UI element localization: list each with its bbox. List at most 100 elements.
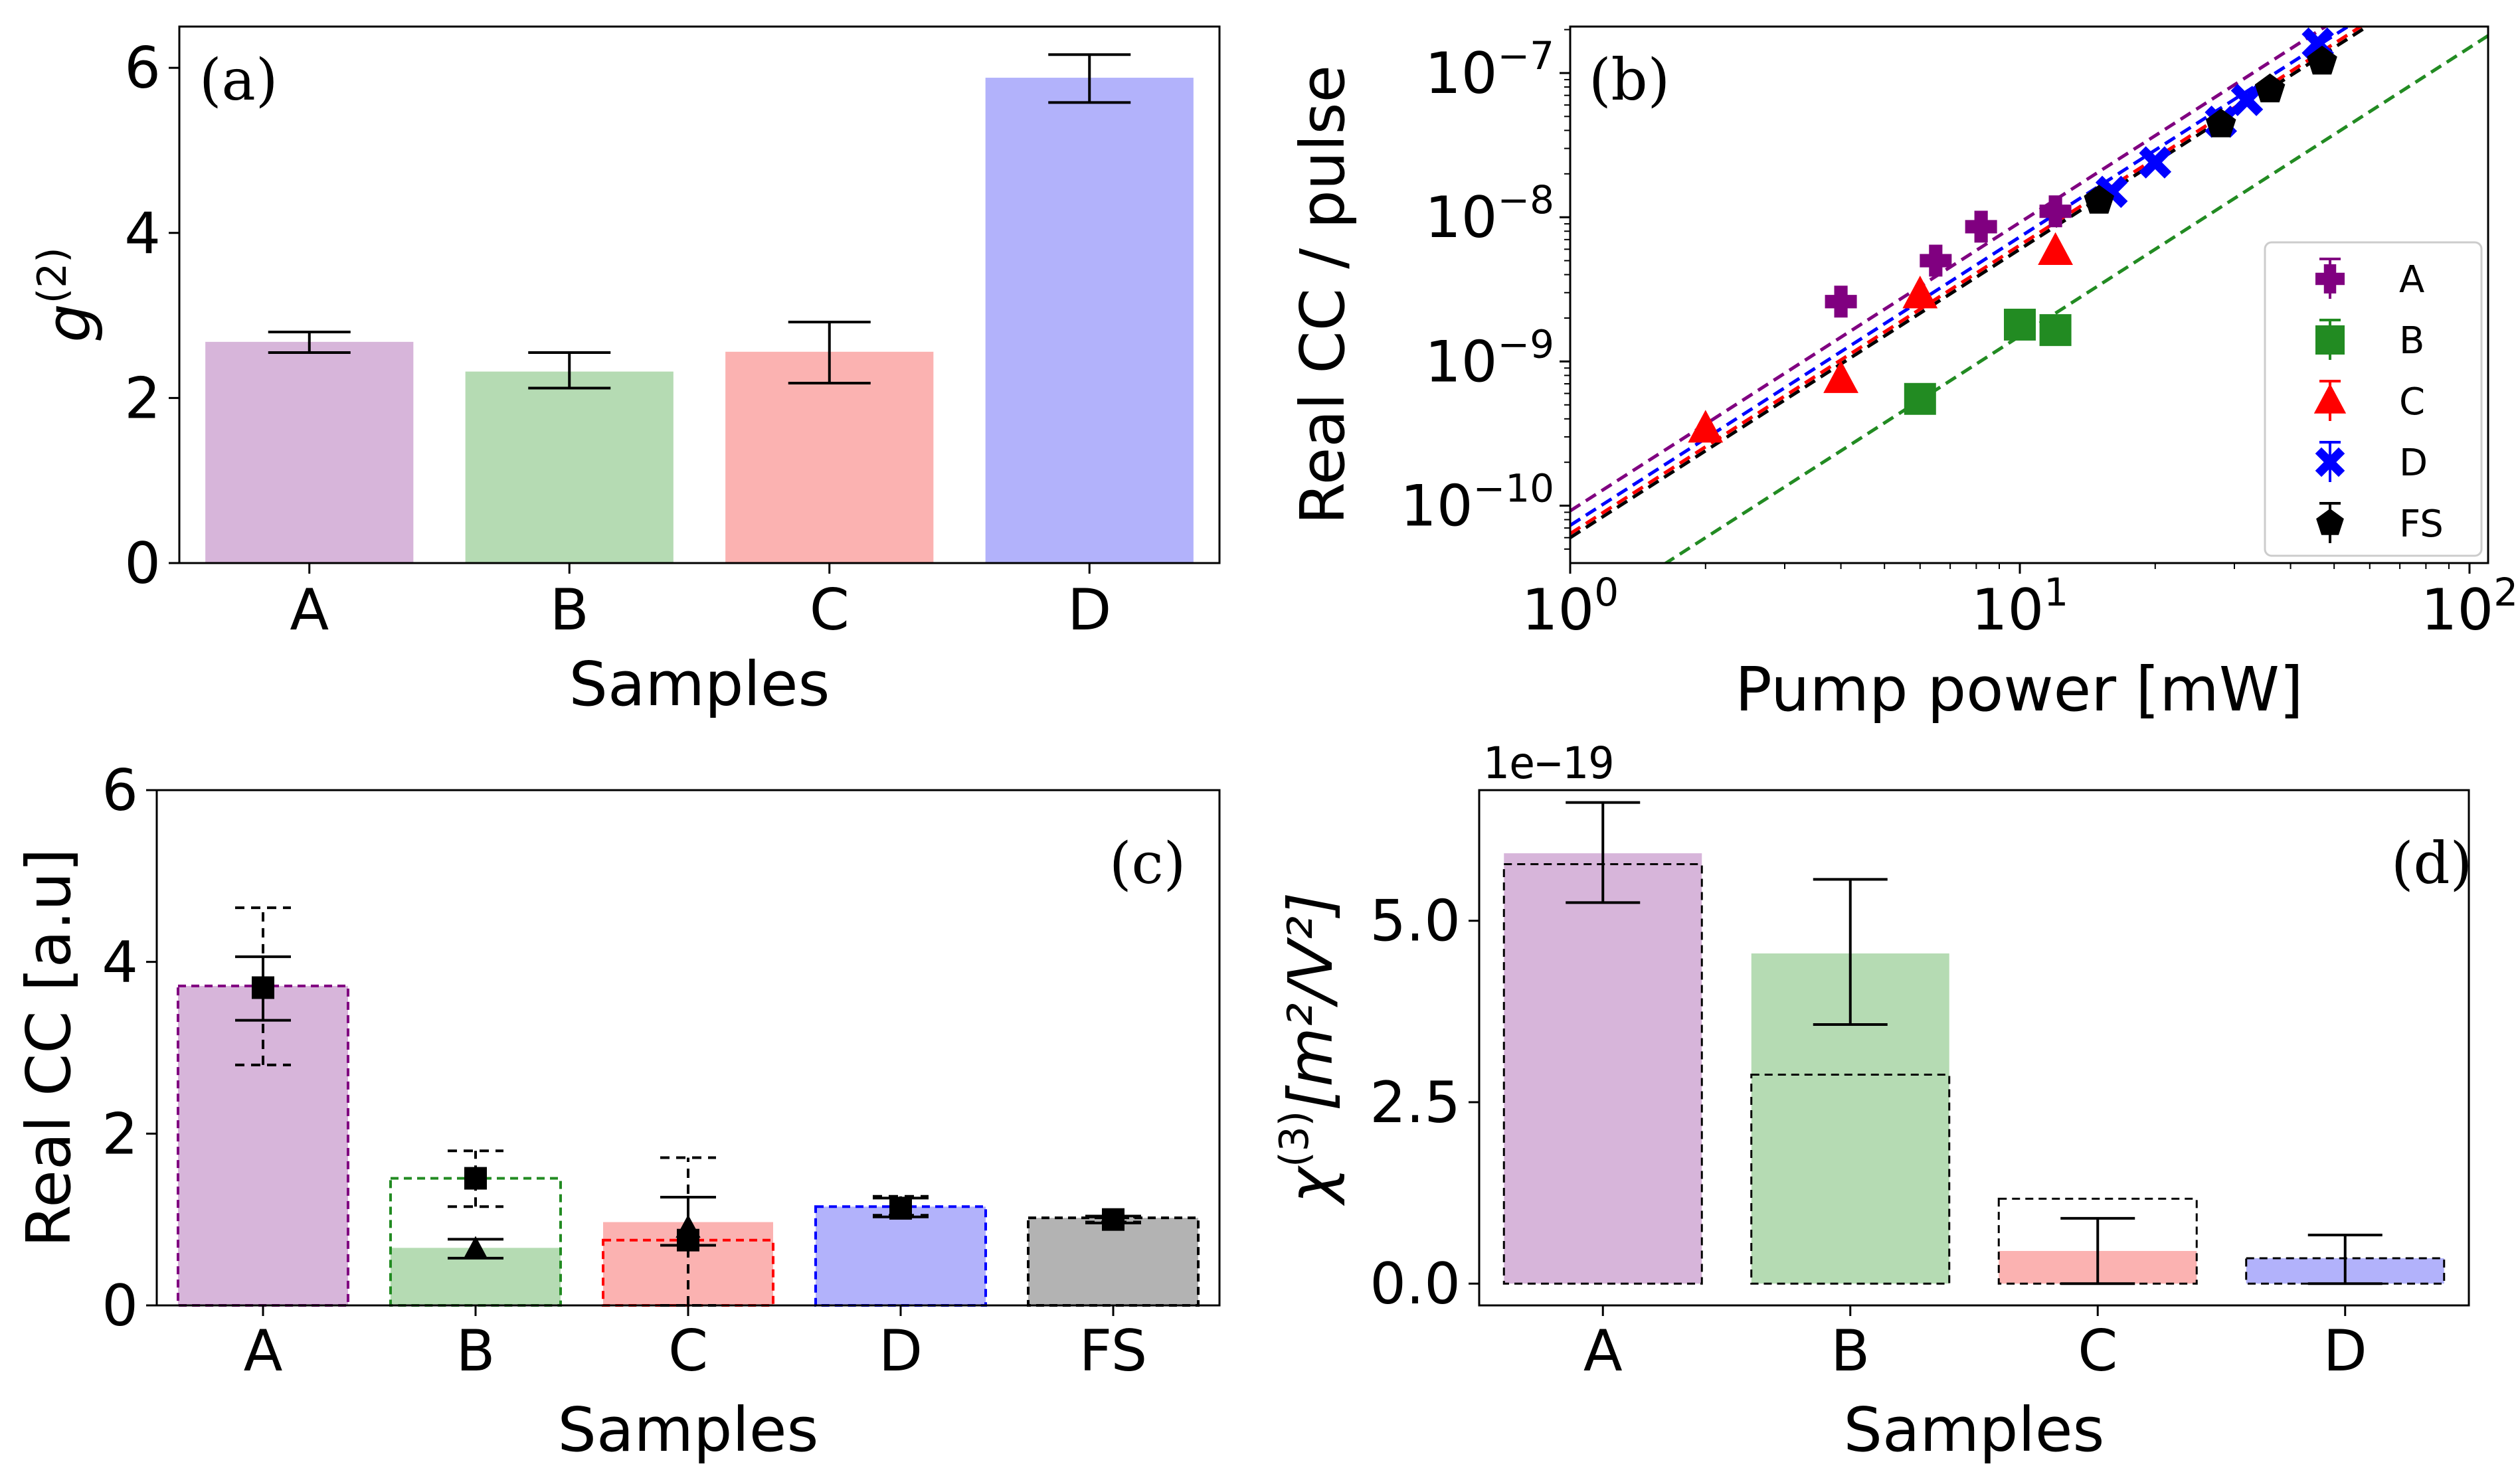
y-tick-1: 2 — [102, 1101, 138, 1167]
marker-FS — [1102, 1208, 1124, 1231]
x-tick-A: A — [1583, 1318, 1623, 1384]
x-tick-base: 10 — [1971, 577, 2044, 643]
legend-marker-A — [2315, 264, 2345, 293]
panel-d-ylabel-sup: (3) — [1271, 1111, 1318, 1167]
x-tick-FS: FS — [1079, 1318, 1148, 1384]
legend-box — [2264, 241, 2483, 557]
bar-outline-FS — [1027, 1216, 1200, 1307]
panel-b-frame — [1569, 25, 2489, 564]
panel-c-ylabel: Real CC [a.u] — [13, 848, 84, 1247]
point-C-1 — [1823, 360, 1858, 393]
y-tick-base: 10 — [1425, 185, 1497, 251]
point-FS-2 — [2254, 73, 2286, 103]
x-tick-B: B — [550, 577, 589, 643]
x-tick-2: 102 — [2421, 570, 2518, 643]
point-B-1 — [2003, 308, 2036, 341]
panel-a-frame — [178, 25, 1221, 564]
y-tick-2: 4 — [124, 201, 161, 267]
x-tick-exp: 2 — [2493, 570, 2518, 615]
y-tick-base: 10 — [1425, 41, 1497, 107]
y-tick-3: 10−7 — [1425, 33, 1554, 107]
panel-d-ylabel-units: [m²/V²] — [1275, 892, 1346, 1111]
panel-a-ylabel-g: g — [33, 303, 104, 342]
panel-a-ylabel: g(2) — [29, 247, 104, 342]
x-tick-D: D — [879, 1318, 923, 1384]
panel-a-ylabel-sup: (2) — [29, 247, 76, 303]
y-tick-2: 5.0 — [1370, 888, 1461, 955]
x-tick-exp: 1 — [2044, 570, 2068, 615]
panel-b-xlabel: Pump power [mW] — [1735, 654, 2303, 725]
panel-c-label: (c) — [1109, 831, 1186, 897]
y-tick-base: 10 — [1400, 473, 1473, 540]
panel-d-frame — [1478, 789, 2470, 1307]
legend-label-A: A — [2399, 258, 2424, 301]
panel-a-label: (a) — [199, 47, 278, 114]
panel-b-label: (b) — [1589, 47, 1670, 114]
bar-D — [985, 78, 1194, 563]
point-FS-3 — [2307, 45, 2337, 75]
x-tick-base: 10 — [2421, 577, 2493, 643]
bar-outline-C — [1997, 1197, 2198, 1285]
bar-C — [725, 351, 934, 563]
y-tick-0: 10−10 — [1400, 466, 1554, 540]
point-A-2 — [1965, 210, 1997, 243]
panel-a-xlabel: Samples — [569, 649, 830, 720]
legend-marker-D — [2315, 447, 2345, 477]
y-tick-exp: −9 — [1498, 321, 1555, 367]
panel-d: A B C D 0.0 2.5 5.0 (d) 1e−19 Samples χ(3)[m²/… — [1271, 738, 2472, 1465]
x-tick-C: C — [2078, 1318, 2117, 1384]
svg-text:χ(3)[m²/V²]: χ(3)[m²/V²] — [1271, 892, 1346, 1207]
x-tick-B: B — [456, 1318, 495, 1384]
x-tick-exp: 0 — [1594, 570, 1619, 615]
panel-c: A B C D FS 0 2 4 6 (c) Samples Real CC [a.u] — [13, 758, 1221, 1465]
y-tick-1: 2.5 — [1370, 1070, 1461, 1136]
y-tick-exp: −8 — [1498, 177, 1555, 222]
legend-marker-FS — [2316, 509, 2344, 535]
y-tick-0: 0 — [124, 531, 161, 597]
point-A-1 — [1920, 244, 1952, 277]
svg-text:g(2): g(2) — [29, 247, 104, 342]
x-tick-D: D — [2323, 1318, 2367, 1384]
marker-A — [252, 976, 274, 999]
point-B-0 — [1904, 382, 1936, 415]
panel-d-offset-label: 1e−19 — [1483, 738, 1615, 789]
marker-B — [463, 1236, 488, 1260]
x-tick-base: 10 — [1522, 577, 1594, 643]
x-tick-0: 100 — [1522, 570, 1619, 643]
x-tick-A: A — [244, 1318, 283, 1384]
marker-D — [889, 1196, 912, 1220]
y-tick-2: 10−8 — [1425, 177, 1554, 251]
marker-B-outline — [464, 1167, 487, 1190]
point-C-2 — [1902, 276, 1938, 309]
y-tick-0: 0.0 — [1370, 1251, 1461, 1317]
panel-d-xlabel: Samples — [1844, 1394, 2105, 1465]
bar-outline-D — [814, 1205, 987, 1307]
point-A-3 — [2039, 195, 2072, 228]
x-tick-A: A — [290, 577, 329, 643]
point-C-3 — [2038, 232, 2073, 265]
point-C-0 — [1688, 410, 1724, 443]
x-tick-C: C — [810, 577, 850, 643]
y-tick-exp: −10 — [1473, 466, 1554, 511]
legend-label-FS: FS — [2399, 503, 2444, 546]
legend-marker-B — [2315, 325, 2345, 355]
point-FS-1 — [2205, 108, 2236, 137]
x-tick-1: 101 — [1971, 570, 2068, 643]
y-tick-3: 6 — [102, 758, 138, 824]
point-D-1 — [2139, 146, 2172, 179]
legend-marker-C — [2313, 383, 2347, 414]
legend-label-D: D — [2399, 442, 2428, 485]
panel-c-xlabel: Samples — [558, 1394, 819, 1465]
x-tick-B: B — [1831, 1318, 1870, 1384]
fit-line-A — [1570, 27, 2329, 513]
y-tick-exp: −7 — [1498, 33, 1555, 78]
y-tick-2: 4 — [102, 930, 138, 996]
bar-outline-A — [177, 984, 349, 1307]
bar-outline-B — [1750, 1073, 1951, 1285]
point-B-2 — [2039, 314, 2072, 347]
panel-d-label: (d) — [2391, 831, 2472, 897]
y-tick-1: 10−9 — [1425, 321, 1554, 395]
panel-d-ylabel: χ(3)[m²/V²] — [1271, 892, 1346, 1207]
fit-line-B — [1663, 33, 2488, 563]
